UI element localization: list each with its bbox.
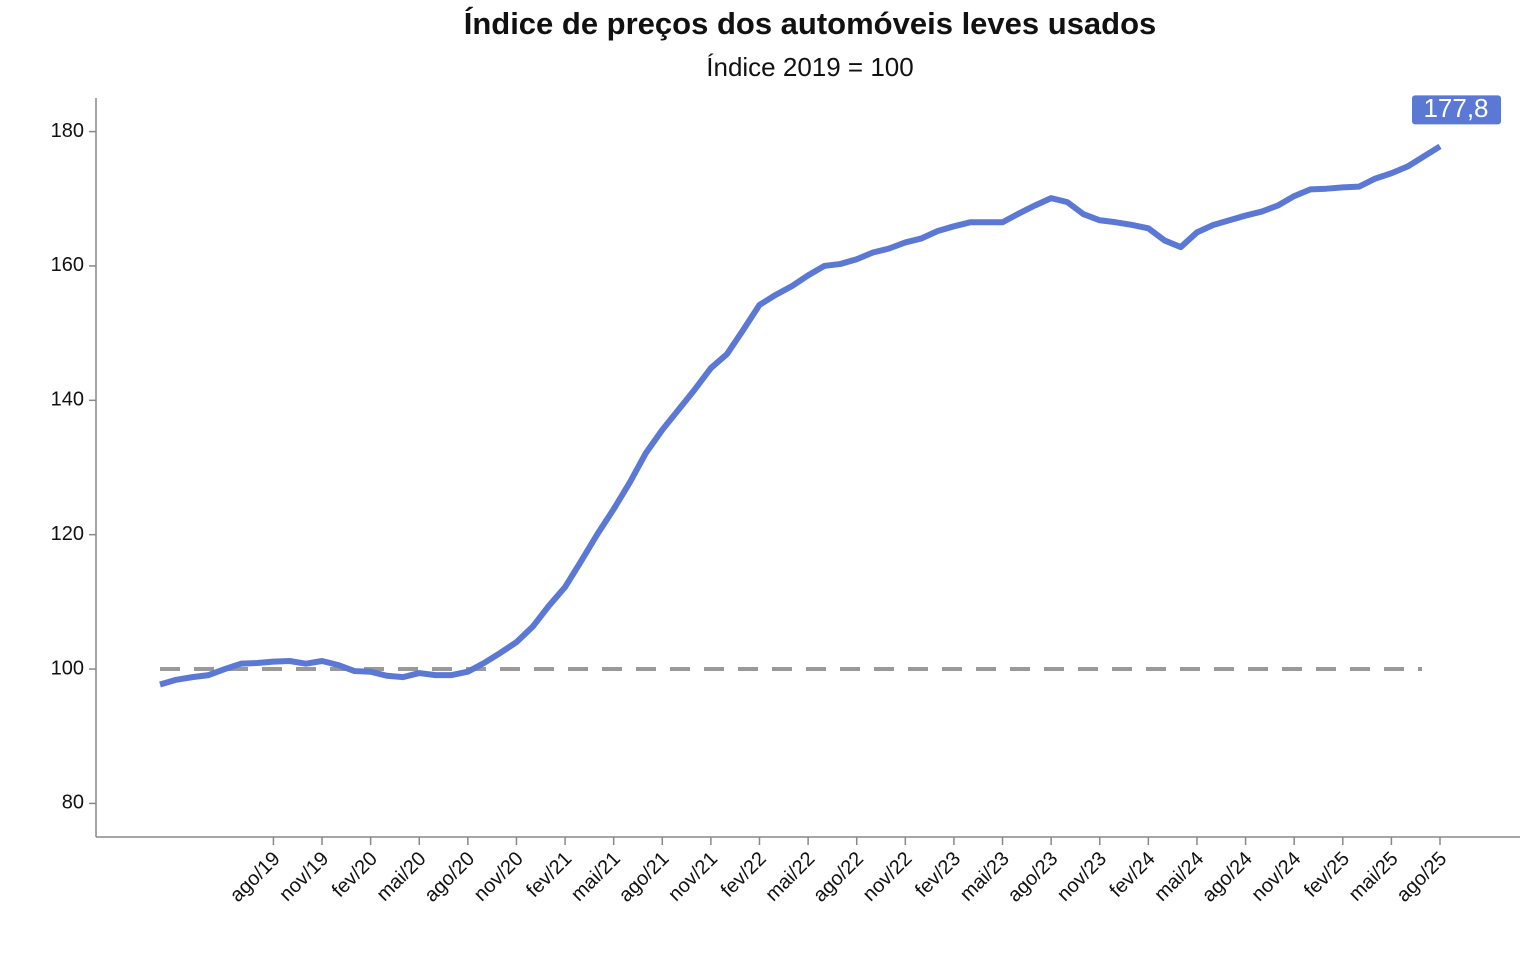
- y-tick-label: 100: [51, 657, 84, 679]
- x-tick-label: mai/20: [373, 848, 431, 906]
- x-tick-label: mai/24: [1150, 848, 1208, 906]
- x-tick-label: nov/24: [1247, 848, 1305, 906]
- line: [159, 143, 1442, 688]
- x-tick-label: ago/20: [420, 848, 479, 907]
- x-tick-label: fev/24: [1106, 848, 1160, 902]
- x-tick-label: mai/25: [1345, 848, 1403, 906]
- x-tick-label: ago/21: [615, 848, 674, 907]
- x-tick-label: fev/21: [522, 848, 576, 902]
- x-tick-label: nov/19: [275, 848, 333, 906]
- x-tick-label: fev/25: [1300, 848, 1354, 902]
- data-label: 177,8: [1423, 93, 1488, 123]
- y-tick-label: 160: [51, 254, 84, 276]
- x-tick-label: fev/22: [717, 848, 771, 902]
- x-tick-label: fev/23: [911, 848, 965, 902]
- x-tick-label: ago/23: [1004, 848, 1063, 907]
- x-tick-label: nov/23: [1053, 848, 1111, 906]
- x-tick-label: nov/20: [470, 848, 528, 906]
- x-tick-label: nov/21: [664, 848, 722, 906]
- data-label-box: [1412, 95, 1501, 125]
- y-tick-label: 120: [51, 523, 84, 545]
- y-tick-label: 180: [51, 120, 84, 142]
- x-tick-label: nov/22: [859, 848, 917, 906]
- chart-title: Índice de preços dos automóveis leves us…: [464, 6, 1157, 41]
- y-tick-label: 80: [62, 792, 84, 814]
- y-tick-label: 140: [51, 389, 84, 411]
- chart-subtitle: Índice 2019 = 100: [706, 52, 913, 82]
- x-tick-label: mai/23: [956, 848, 1014, 906]
- x-tick-label: fev/20: [328, 848, 382, 902]
- x-tick-label: ago/22: [809, 848, 868, 907]
- x-tick-label: ago/19: [226, 848, 285, 907]
- x-tick-label: mai/22: [761, 848, 819, 906]
- x-tick-label: ago/25: [1392, 848, 1451, 907]
- x-tick-label: mai/21: [567, 848, 625, 906]
- x-tick-label: ago/24: [1198, 848, 1257, 907]
